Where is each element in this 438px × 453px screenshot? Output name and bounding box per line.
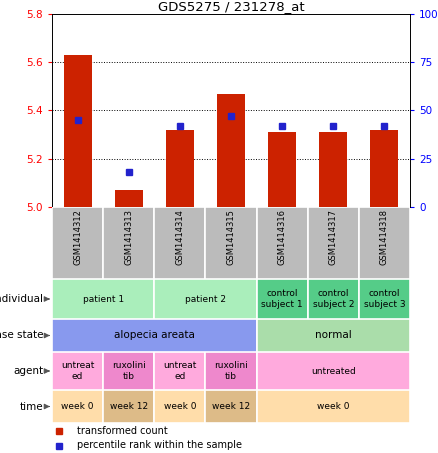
Text: disease state: disease state bbox=[0, 331, 43, 341]
Bar bbox=[371, 130, 399, 207]
Bar bbox=[257, 390, 410, 423]
Title: GDS5275 / 231278_at: GDS5275 / 231278_at bbox=[158, 0, 304, 13]
Text: control
subject 1: control subject 1 bbox=[261, 289, 303, 308]
Text: GSM1414313: GSM1414313 bbox=[124, 209, 133, 265]
Bar bbox=[319, 132, 347, 207]
Text: patient 1: patient 1 bbox=[83, 294, 124, 304]
Text: week 0: week 0 bbox=[164, 402, 196, 411]
Bar bbox=[154, 390, 205, 423]
Text: individual: individual bbox=[0, 294, 43, 304]
Bar bbox=[217, 94, 245, 207]
Text: transformed count: transformed count bbox=[77, 426, 168, 436]
Bar bbox=[52, 390, 103, 423]
Text: GSM1414312: GSM1414312 bbox=[73, 209, 82, 265]
Bar bbox=[205, 390, 257, 423]
Text: GSM1414314: GSM1414314 bbox=[175, 209, 184, 265]
Text: untreat
ed: untreat ed bbox=[61, 361, 94, 381]
Text: patient 2: patient 2 bbox=[185, 294, 226, 304]
Bar bbox=[257, 352, 410, 390]
Bar bbox=[52, 279, 154, 319]
Text: untreat
ed: untreat ed bbox=[163, 361, 197, 381]
Bar bbox=[52, 207, 103, 279]
Bar bbox=[52, 319, 257, 352]
Bar bbox=[64, 55, 92, 207]
Bar bbox=[205, 207, 257, 279]
Bar bbox=[359, 279, 410, 319]
Text: GSM1414318: GSM1414318 bbox=[380, 209, 389, 265]
Text: week 12: week 12 bbox=[110, 402, 148, 411]
Bar bbox=[257, 279, 308, 319]
Text: week 0: week 0 bbox=[61, 402, 94, 411]
Text: control
subject 3: control subject 3 bbox=[364, 289, 405, 308]
Bar bbox=[103, 207, 154, 279]
Text: normal: normal bbox=[315, 331, 352, 341]
Text: week 0: week 0 bbox=[317, 402, 350, 411]
Bar bbox=[103, 352, 154, 390]
Bar bbox=[308, 279, 359, 319]
Text: GSM1414316: GSM1414316 bbox=[278, 209, 286, 265]
Bar bbox=[205, 352, 257, 390]
Text: alopecia areata: alopecia areata bbox=[114, 331, 195, 341]
Text: agent: agent bbox=[13, 366, 43, 376]
Bar bbox=[52, 352, 103, 390]
Bar bbox=[359, 207, 410, 279]
Text: GSM1414315: GSM1414315 bbox=[226, 209, 236, 265]
Bar bbox=[115, 190, 143, 207]
Bar bbox=[257, 319, 410, 352]
Bar bbox=[103, 390, 154, 423]
Text: ruxolini
tib: ruxolini tib bbox=[112, 361, 145, 381]
Bar bbox=[154, 207, 205, 279]
Bar bbox=[154, 352, 205, 390]
Text: untreated: untreated bbox=[311, 366, 356, 376]
Text: GSM1414317: GSM1414317 bbox=[329, 209, 338, 265]
Text: control
subject 2: control subject 2 bbox=[313, 289, 354, 308]
Text: ruxolini
tib: ruxolini tib bbox=[214, 361, 248, 381]
Bar bbox=[308, 207, 359, 279]
Text: week 12: week 12 bbox=[212, 402, 250, 411]
Text: time: time bbox=[20, 401, 43, 411]
Bar bbox=[268, 132, 296, 207]
Bar bbox=[154, 279, 257, 319]
Bar bbox=[166, 130, 194, 207]
Bar bbox=[257, 207, 308, 279]
Text: percentile rank within the sample: percentile rank within the sample bbox=[77, 440, 242, 450]
